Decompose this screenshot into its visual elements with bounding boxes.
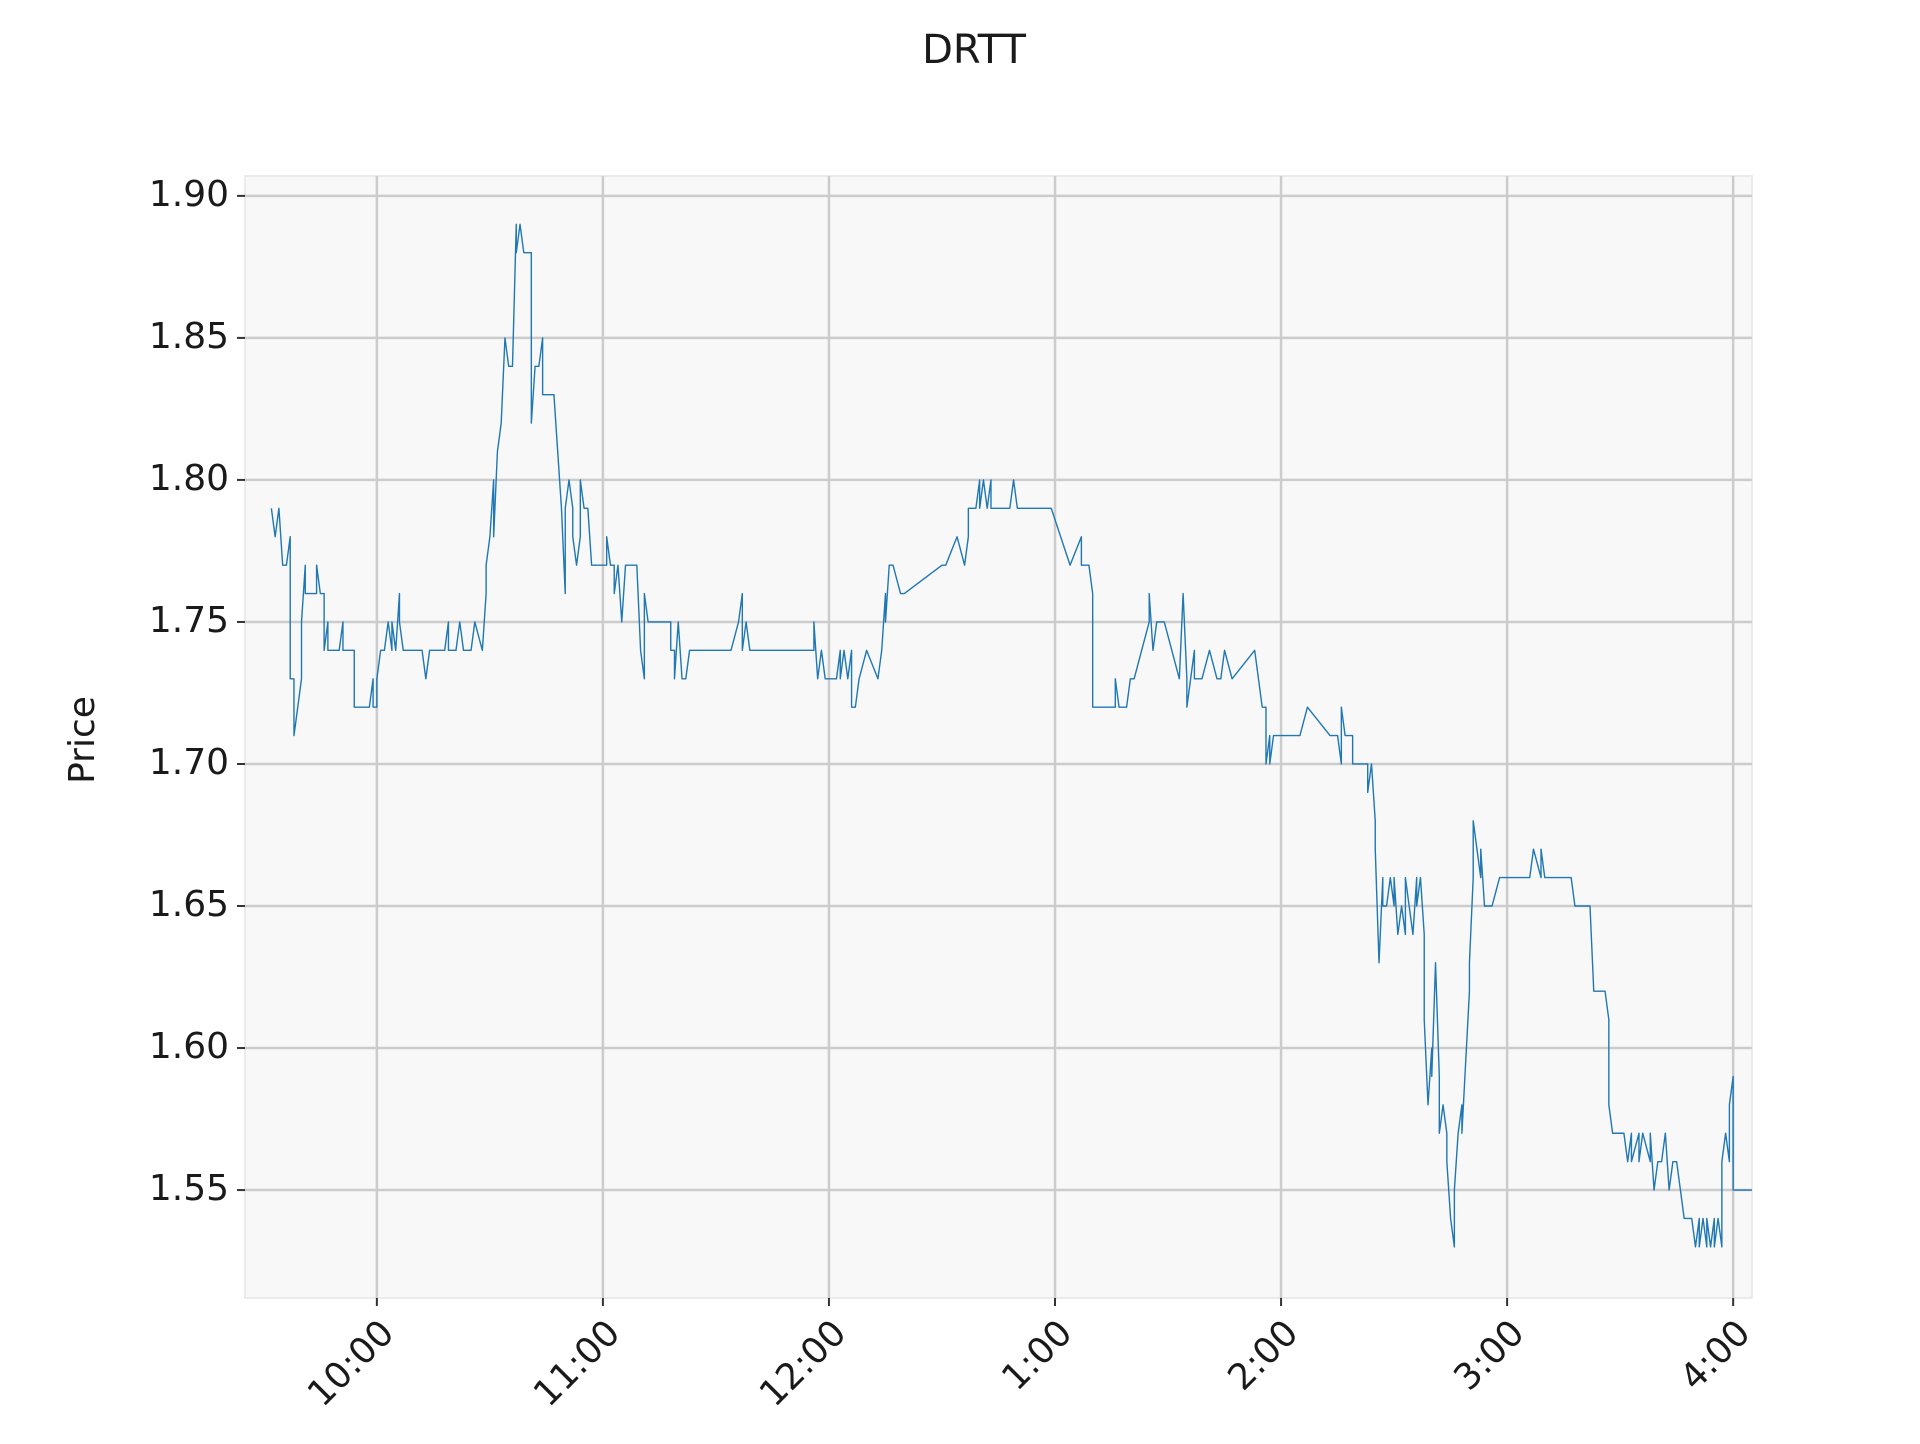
plot-area	[244, 175, 1753, 1299]
x-tick-label: 1:00	[994, 1312, 1080, 1398]
x-tick-label: 2:00	[1220, 1312, 1306, 1398]
y-tick-label: 1.55	[149, 1168, 229, 1209]
chart-title: DRTT	[922, 27, 1026, 73]
x-tick-label: 10:00	[300, 1312, 402, 1414]
y-tick-label: 1.70	[149, 742, 229, 783]
price-line	[270, 223, 1752, 1248]
y-tick-label: 1.60	[149, 1026, 229, 1067]
x-tick-label: 3:00	[1446, 1312, 1532, 1398]
marks	[270, 223, 1752, 1248]
y-axis-label: Price	[62, 696, 103, 784]
y-tick-label: 1.80	[149, 458, 229, 499]
y-tick-label: 1.75	[149, 600, 229, 641]
x-tick-label: 12:00	[752, 1312, 854, 1414]
x-tick-label: 11:00	[526, 1312, 628, 1414]
y-tick-label: 1.85	[149, 316, 229, 357]
x-tick-label: 4:00	[1672, 1312, 1758, 1398]
y-tick-label: 1.65	[149, 884, 229, 925]
y-tick-label: 1.90	[149, 174, 229, 215]
